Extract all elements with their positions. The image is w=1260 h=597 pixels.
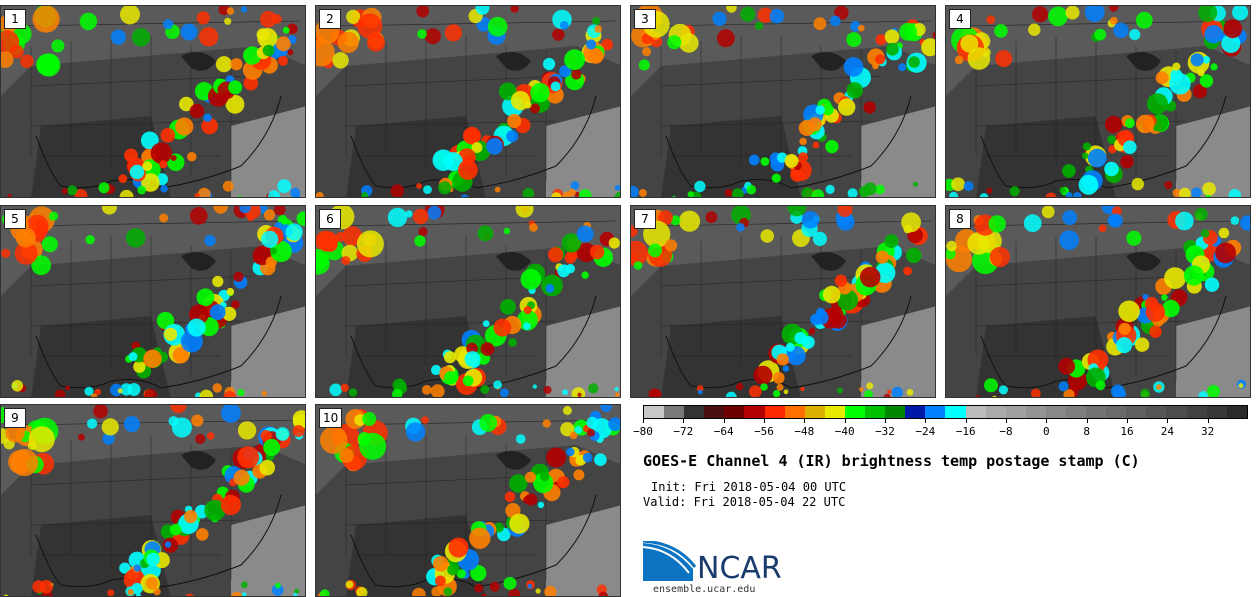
colorbar-swatch [905, 406, 926, 418]
ncar-logo-text: NCAR [697, 551, 782, 586]
panel-number: 5 [4, 209, 26, 229]
panel-number: 8 [949, 209, 971, 229]
colorbar-swatch [965, 406, 986, 418]
colorbar-swatch [985, 406, 1006, 418]
colorbar-swatch [1045, 406, 1066, 418]
colorbar-tick-label: 8 [1083, 425, 1090, 438]
colorbar-swatch [764, 406, 785, 418]
colorbar-swatch [804, 406, 825, 418]
colorbar-swatch [1106, 406, 1127, 418]
map-panel-8: 8 [945, 205, 1251, 398]
colorbar-tick [925, 419, 927, 423]
colorbar-tick [1167, 419, 1169, 423]
colorbar-tick [1006, 419, 1007, 423]
colorbar-tick [764, 419, 765, 423]
map-panel-9: 9 [0, 404, 306, 597]
colorbar-swatch [644, 406, 665, 418]
colorbar-swatch [865, 406, 886, 418]
colorbar-swatch [925, 406, 946, 418]
colorbar-tick [1127, 419, 1128, 423]
colorbar-tick [1207, 419, 1209, 423]
colorbar-swatch [1086, 406, 1107, 418]
colorbar-ticks: −80 −72 −64 −56 −48 −40 −32 −24 −16 −8 0 8 16 24 32 [633, 419, 1248, 443]
colorbar-tick-label: 16 [1120, 425, 1134, 438]
panel-number: 1 [4, 9, 26, 29]
colorbar-swatch [1025, 406, 1046, 418]
colorbar-tick [965, 419, 967, 423]
colorbar-swatch [824, 406, 845, 418]
colorbar-tick-label: −72 [673, 425, 694, 438]
colorbar [643, 405, 1248, 419]
colorbar-tick-label: −32 [875, 425, 895, 438]
map-panel-4: 4 [945, 5, 1251, 198]
colorbar-swatch [664, 406, 685, 418]
colorbar-tick [1046, 419, 1048, 423]
colorbar-tick [683, 419, 685, 423]
colorbar-swatch [684, 406, 705, 418]
colorbar-swatch [1065, 406, 1087, 418]
colorbar-tick-label: −8 [999, 425, 1013, 438]
colorbar-tick [723, 419, 725, 423]
panel-number: 7 [634, 209, 656, 229]
init-time: Init: Fri 2018-05-04 00 UTC [651, 480, 847, 494]
map-panel-1: 1 [0, 5, 306, 198]
colorbar-swatch [1206, 406, 1227, 418]
colorbar-tick-label: −40 [834, 425, 855, 438]
panel-number: 10 [319, 408, 343, 428]
map-panel-10: 10 [315, 404, 621, 597]
map-panel-5: 5 [0, 205, 306, 398]
colorbar-swatch [945, 406, 966, 418]
colorbar-tick-label: −56 [754, 425, 774, 438]
map-panel-6: 6 [315, 205, 621, 398]
map-panel-7: 7 [630, 205, 936, 398]
colorbar-tick-label: 24 [1160, 425, 1174, 438]
site-url[interactable]: ensemble.ucar.edu [653, 584, 756, 595]
panel-number: 3 [634, 9, 656, 29]
colorbar-tick [1086, 419, 1088, 423]
panel-number: 6 [319, 209, 341, 229]
colorbar-swatch [844, 406, 866, 418]
colorbar-swatch [1146, 406, 1167, 418]
colorbar-tick [643, 419, 644, 423]
panel-number: 4 [949, 9, 971, 29]
colorbar-tick-label: 0 [1043, 425, 1050, 438]
colorbar-swatch [885, 406, 906, 418]
colorbar-tick-label: −48 [794, 425, 815, 438]
panel-number: 2 [319, 9, 341, 29]
colorbar-swatch [1186, 406, 1207, 418]
colorbar-tick-label: −80 [633, 425, 653, 438]
colorbar-tick-label: 32 [1201, 425, 1215, 438]
colorbar-tick-label: −16 [955, 425, 976, 438]
valid-time: Valid: Fri 2018-05-04 22 UTC [643, 495, 846, 509]
colorbar-tick [844, 419, 846, 423]
colorbar-tick-label: −24 [915, 425, 936, 438]
colorbar-tick-label: −64 [713, 425, 734, 438]
colorbar-swatch [1005, 406, 1026, 418]
colorbar-swatch [1126, 406, 1147, 418]
map-panel-3: 3 [630, 5, 936, 198]
colorbar-swatch [744, 406, 765, 418]
colorbar-swatch [1226, 406, 1247, 418]
colorbar-swatch [1166, 406, 1187, 418]
map-panel-2: 2 [315, 5, 621, 198]
colorbar-tick [885, 419, 886, 423]
colorbar-swatch [784, 406, 805, 418]
ncar-logo-icon [643, 541, 697, 581]
colorbar-swatch [724, 406, 745, 418]
panel-number: 9 [4, 408, 26, 428]
colorbar-swatch [704, 406, 725, 418]
figure-title: GOES-E Channel 4 (IR) brightness temp po… [643, 452, 1140, 470]
colorbar-tick [804, 419, 806, 423]
